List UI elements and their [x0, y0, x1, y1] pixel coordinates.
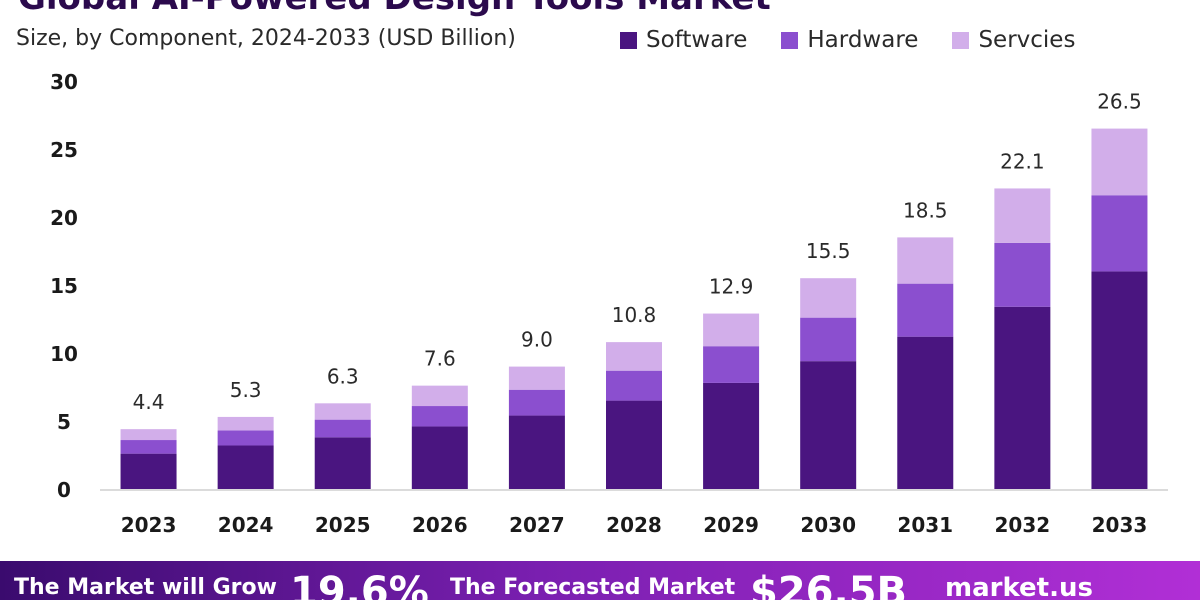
- bar-total-label: 18.5: [903, 198, 948, 222]
- bar-segment-servcies: [411, 385, 468, 407]
- footer-cagr: 19.6%: [290, 569, 429, 600]
- legend-swatch-services: [952, 31, 970, 49]
- bar-segment-servcies: [800, 278, 857, 318]
- bar-segment-hardware: [120, 440, 177, 454]
- bar-total-label: 5.3: [230, 378, 262, 402]
- legend-swatch-hardware: [781, 31, 799, 49]
- bar-segment-hardware: [703, 346, 760, 383]
- footer-banner: The Market will Grow 19.6% The Forecaste…: [0, 561, 1200, 600]
- bar-segment-hardware: [897, 283, 954, 337]
- bar-segment-software: [994, 306, 1051, 489]
- bar-segment-hardware: [1091, 195, 1148, 272]
- legend-item-software: Software: [620, 27, 747, 53]
- bar-segment-software: [508, 415, 565, 489]
- legend-swatch-software: [620, 31, 637, 49]
- bar-segment-hardware: [217, 430, 274, 446]
- chart-title: Global AI-Powered Design Tools Market: [18, 0, 771, 18]
- bar-total-label: 9.0: [521, 328, 553, 352]
- bar-segment-hardware: [994, 242, 1051, 307]
- x-tick-label: 2028: [606, 513, 662, 537]
- y-tick-label: 0: [57, 478, 71, 502]
- chart-legend: Software Hardware Servcies: [620, 27, 1075, 53]
- footer-forecast-value: $26.5B: [750, 569, 908, 600]
- bar-segment-software: [314, 437, 371, 489]
- bar-segment-hardware: [411, 406, 468, 427]
- x-tick-label: 2033: [1092, 513, 1148, 537]
- bar-segment-software: [411, 426, 468, 489]
- legend-label-hardware: Hardware: [807, 27, 919, 53]
- x-tick-label: 2029: [703, 513, 759, 537]
- bar-segment-software: [897, 336, 954, 489]
- bar-segment-hardware: [508, 389, 565, 416]
- bar-total-label: 7.6: [424, 347, 456, 371]
- x-tick-label: 2025: [315, 513, 371, 537]
- x-tick-label: 2023: [121, 513, 177, 537]
- bar-segment-hardware: [606, 370, 662, 401]
- bar-total-label: 15.5: [806, 239, 851, 263]
- bar-segment-servcies: [994, 188, 1051, 243]
- x-tick-label: 2026: [412, 513, 468, 537]
- y-tick-label: 10: [50, 342, 78, 366]
- x-tick-label: 2030: [800, 513, 856, 537]
- footer-brand-logo: market.us: [945, 573, 1093, 600]
- bar-segment-servcies: [508, 366, 565, 390]
- legend-label-software: Software: [646, 27, 748, 53]
- bar-segment-servcies: [897, 237, 954, 284]
- bar-total-label: 22.1: [1000, 149, 1045, 173]
- bar-segment-servcies: [606, 342, 662, 371]
- bar-total-label: 12.9: [709, 275, 754, 299]
- chart-subtitle: Size, by Component, 2024-2033 (USD Billi…: [16, 26, 516, 51]
- x-tick-label: 2032: [995, 513, 1051, 537]
- y-tick-label: 20: [50, 206, 78, 230]
- bar-total-label: 26.5: [1097, 90, 1142, 114]
- bar-total-label: 6.3: [327, 364, 359, 388]
- legend-label-services: Servcies: [978, 27, 1076, 53]
- legend-item-hardware: Hardware: [781, 27, 918, 53]
- x-tick-label: 2024: [218, 513, 274, 537]
- stacked-bar-chart: 0510152025304.420235.320246.320257.62026…: [50, 70, 1168, 537]
- x-tick-label: 2031: [897, 513, 953, 537]
- bar-segment-hardware: [800, 317, 857, 362]
- bar-segment-software: [606, 400, 662, 489]
- bar-segment-servcies: [1091, 128, 1148, 196]
- footer-forecast-text: The Forecasted Market: [450, 575, 736, 600]
- x-tick-label: 2027: [509, 513, 565, 537]
- bar-segment-software: [120, 453, 177, 489]
- bar-segment-servcies: [120, 429, 177, 441]
- bar-segment-software: [703, 382, 760, 489]
- bar-segment-software: [800, 361, 857, 489]
- y-tick-label: 30: [50, 70, 78, 94]
- bar-segment-servcies: [314, 403, 371, 420]
- footer-grow-text: The Market will Grow: [14, 575, 277, 600]
- bar-total-label: 10.8: [612, 303, 657, 327]
- y-tick-label: 5: [57, 410, 71, 434]
- y-tick-label: 15: [50, 274, 78, 298]
- bar-segment-servcies: [703, 313, 760, 347]
- bar-segment-servcies: [217, 416, 274, 431]
- bar-segment-software: [1091, 271, 1148, 489]
- bar-total-label: 4.4: [133, 390, 165, 414]
- legend-item-services: Servcies: [952, 27, 1075, 53]
- bar-segment-hardware: [314, 419, 371, 438]
- bar-segment-software: [217, 445, 274, 489]
- y-tick-label: 25: [50, 138, 78, 162]
